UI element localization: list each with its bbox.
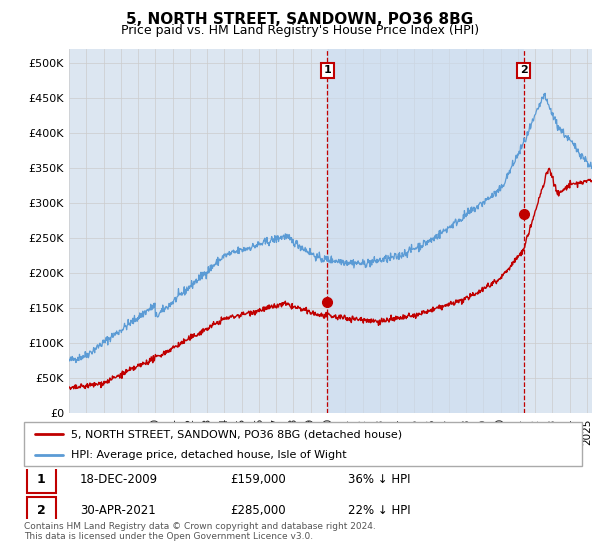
Bar (328, 49, 524, 413)
Text: £159,000: £159,000 (230, 473, 286, 486)
Text: 2: 2 (520, 66, 527, 75)
Text: 1: 1 (323, 66, 331, 75)
FancyBboxPatch shape (24, 422, 582, 466)
Text: 2: 2 (37, 503, 46, 516)
Text: 1: 1 (37, 473, 46, 486)
Text: 22% ↓ HPI: 22% ↓ HPI (347, 503, 410, 516)
Text: £285,000: £285,000 (230, 503, 286, 516)
Text: 18-DEC-2009: 18-DEC-2009 (80, 473, 158, 486)
Text: 36% ↓ HPI: 36% ↓ HPI (347, 473, 410, 486)
FancyBboxPatch shape (27, 466, 56, 493)
Text: Contains HM Land Registry data © Crown copyright and database right 2024.
This d: Contains HM Land Registry data © Crown c… (24, 522, 376, 542)
Text: Price paid vs. HM Land Registry's House Price Index (HPI): Price paid vs. HM Land Registry's House … (121, 24, 479, 37)
Text: 30-APR-2021: 30-APR-2021 (80, 503, 155, 516)
Text: 5, NORTH STREET, SANDOWN, PO36 8BG (detached house): 5, NORTH STREET, SANDOWN, PO36 8BG (deta… (71, 429, 403, 439)
Text: HPI: Average price, detached house, Isle of Wight: HPI: Average price, detached house, Isle… (71, 450, 347, 460)
Text: 5, NORTH STREET, SANDOWN, PO36 8BG: 5, NORTH STREET, SANDOWN, PO36 8BG (127, 12, 473, 27)
FancyBboxPatch shape (27, 497, 56, 523)
